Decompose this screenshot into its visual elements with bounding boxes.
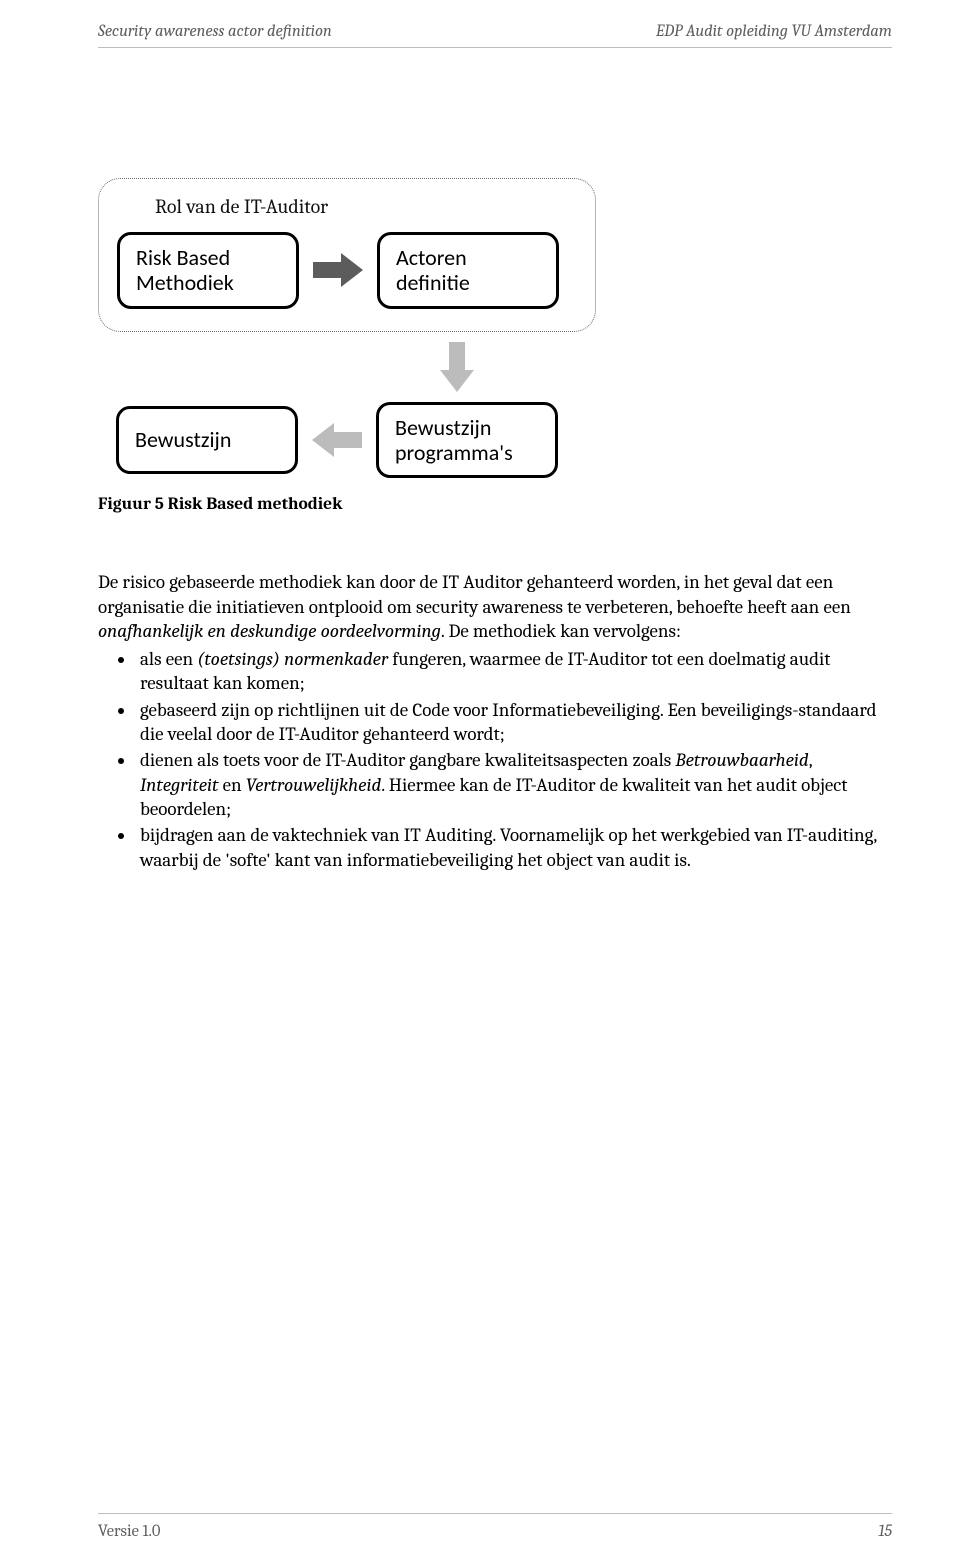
node-programma-label: Bewustzijn programma's [395,415,513,466]
node-programma: Bewustzijn programma's [376,402,558,479]
bullet-item: gebaseerd zijn op richtlijnen uit de Cod… [136,698,892,747]
footer-version: Versie 1.0 [98,1522,160,1541]
lead-paragraph: De risico gebaseerde methodiek kan door … [98,570,892,643]
bullet-item: als een (toetsings) normenkader fungeren… [136,647,892,696]
bullet-text: , [809,749,812,771]
node-actoren-label: Actoren definitie [396,245,470,296]
node-bewustzijn: Bewustzijn [116,406,298,474]
bullet-text: dienen als toets voor de IT-Auditor gang… [140,749,675,771]
bullet-italic: Vertrouwelijkheid [246,774,381,796]
page: Security awareness actor definition EDP … [0,0,960,1567]
bullet-italic: (toetsings) normenkader [197,648,388,670]
bullet-list: als een (toetsings) normenkader fungeren… [98,647,892,872]
running-header: Security awareness actor definition EDP … [98,22,892,48]
header-left: Security awareness actor definition [98,22,332,41]
figure-caption: Figuur 5 Risk Based methodiek [98,494,892,514]
node-bewustzijn-label: Bewustzijn [135,427,231,452]
bullet-text: bijdragen aan de vaktechniek van IT Audi… [140,824,877,870]
lead-italic: onafhankelijk en deskundige oordeelvormi… [98,620,441,642]
bullet-italic: Integriteit [140,774,218,796]
footer-page-number: 15 [878,1522,892,1541]
lead-tail: . De methodiek kan vervolgens: [441,620,681,642]
diagram-row-top: Risk Based Methodiek Actoren definitie [117,232,577,309]
bullet-text: als een [140,648,197,670]
diagram-row-bottom: Bewustzijn Bewustzijn programma's [98,402,596,479]
arrow-left-icon [312,423,362,457]
node-actoren: Actoren definitie [377,232,559,309]
arrow-right-icon [313,253,363,287]
bullet-italic: Betrouwbaarheid [675,749,808,771]
body-text: De risico gebaseerde methodiek kan door … [98,570,892,872]
dotted-container: Rol van de IT-Auditor Risk Based Methodi… [98,178,596,332]
bullet-text: gebaseerd zijn op richtlijnen uit de Cod… [140,699,876,745]
bullet-item: bijdragen aan de vaktechniek van IT Audi… [136,823,892,872]
arrow-down-wrap [98,332,596,402]
node-risk-based-label: Risk Based Methodiek [136,245,234,296]
dotted-title: Rol van de IT-Auditor [155,195,577,218]
arrow-down-icon [440,342,474,392]
diagram: Rol van de IT-Auditor Risk Based Methodi… [98,178,892,478]
lead-text: De risico gebaseerde methodiek kan door … [98,571,851,617]
bullet-text: en [218,774,245,796]
footer: Versie 1.0 15 [98,1513,892,1541]
bullet-item: dienen als toets voor de IT-Auditor gang… [136,748,892,821]
node-risk-based: Risk Based Methodiek [117,232,299,309]
header-right: EDP Audit opleiding VU Amsterdam [656,22,892,41]
